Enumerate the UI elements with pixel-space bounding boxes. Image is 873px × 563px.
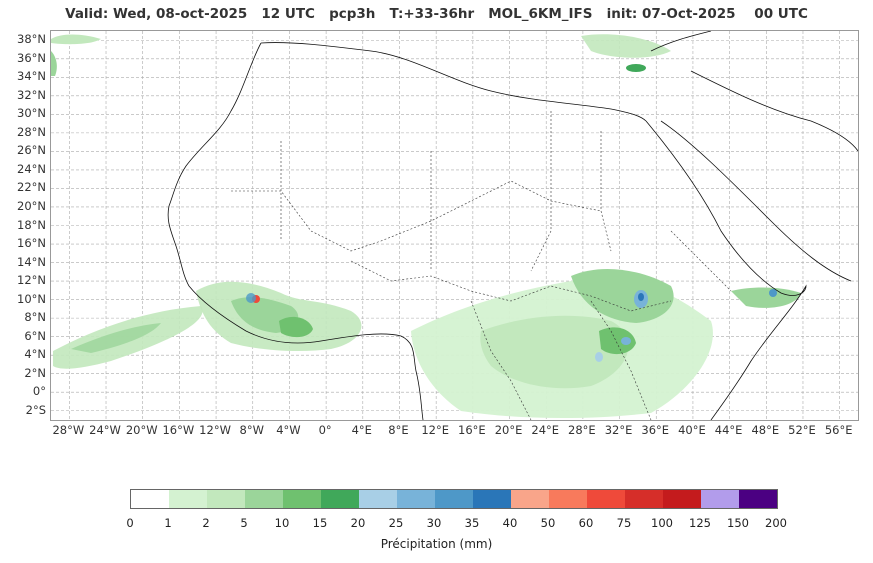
lat-tick-label: 32°N [17,87,46,102]
lon-tick-label: 8°W [239,423,264,437]
colorbar [130,489,778,509]
colorbar-segment [435,490,473,508]
lon-tick-label: 20°E [494,423,523,437]
lat-tick-label: 8°N [24,310,46,325]
lon-tick-label: 28°E [568,423,596,437]
borders [231,111,732,420]
colorbar-tick-label: 15 [312,516,328,530]
lon-tick-label: 40°E [678,423,706,437]
colorbar-segment [321,490,359,508]
lat-tick-label: 34°N [17,69,46,84]
lon-tick-label: 28°W [52,423,85,437]
colorbar-tick-label: 5 [240,516,248,530]
precipitation-fields [51,34,801,419]
colorbar-tick-label: 40 [502,516,518,530]
lat-tick-label: 0° [32,384,46,399]
lat-tick-label: 30°N [17,106,46,121]
lon-tick-label: 32°E [604,423,633,437]
lat-tick-label: 26°N [17,143,46,158]
lon-tick-label: 20°W [125,423,158,437]
lat-tick-label: 38°N [17,32,46,47]
colorbar-segment [663,490,701,508]
colorbar-tick-label: 60 [578,516,594,530]
colorbar-segment [511,490,549,508]
colorbar-tick-label: 30 [426,516,442,530]
colorbar-tick-label: 25 [388,516,404,530]
lon-tick-label: 56°E [824,423,853,437]
lon-tick-label: 36°E [641,423,670,437]
lon-tick-label: 44°E [714,423,743,437]
colorbar-segment [397,490,435,508]
colorbar-segment [245,490,283,508]
colorbar-segment [359,490,397,508]
lon-tick-label: 4°W [276,423,301,437]
graticule [51,31,858,420]
latitude-labels: 38°N 36°N 34°N 32°N 30°N 28°N 26°N 24°N 22°N 20°N… [0,0,46,420]
lon-tick-label: 0° [318,423,332,437]
lat-tick-label: 24°N [17,161,46,176]
lon-tick-label: 12°W [199,423,231,437]
lat-tick-label: 36°N [17,50,46,65]
lon-tick-label: 4°E [351,423,372,437]
colorbar-segment [587,490,625,508]
lat-tick-label: 28°N [17,124,46,139]
lat-tick-label: 18°N [17,217,46,232]
lat-tick-label: 10°N [17,291,46,306]
lon-tick-label: 48°E [751,423,780,437]
lon-tick-label: 24°W [89,423,121,437]
colorbar-segment [131,490,169,508]
lat-tick-label: 14°N [17,254,46,269]
colorbar-tick-label: 2 [202,516,210,530]
map-title: Valid: Wed, 08-oct-2025 12 UTC pcp3h T:+… [65,6,808,22]
lon-tick-label: 24°E [531,423,560,437]
colorbar-tick-label: 75 [616,516,632,530]
lon-tick-label: 52°E [788,423,816,437]
colorbar-tick-label: 100 [651,516,673,530]
colorbar-segment [283,490,321,508]
colorbar-label: Précipitation (mm) [380,537,493,551]
lat-tick-label: 16°N [17,236,46,251]
lat-tick-label: 2°N [24,365,46,380]
colorbar-tick-label: 1 [164,516,172,530]
colorbar-ticks: 0 1 2 5 10 15 20 25 30 35 40 50 60 75 100 125 150 200 [126,516,787,530]
lon-tick-label: 16°W [162,423,195,437]
colorbar-tick-label: 200 [765,516,787,530]
lat-tick-label: 22°N [17,180,46,195]
colorbar-tick-label: 150 [727,516,749,530]
colorbar-tick-label: 125 [689,516,711,530]
lat-tick-label: 4°N [24,347,46,362]
colorbar-tick-label: 20 [350,516,366,530]
lon-tick-label: 16°E [458,423,486,437]
longitude-labels: 28°W 24°W 20°W 16°W 12°W 8°W 4°W 0° 4°E 8°E 12°E 16… [0,423,873,439]
precipitation-map [51,31,858,420]
colorbar-segment [207,490,245,508]
map-area [50,30,859,421]
colorbar-segment [169,490,207,508]
lon-tick-label: 12°E [421,423,449,437]
lat-tick-label: 2°S [25,402,46,417]
lon-tick-label: 8°E [388,423,409,437]
colorbar-segment [549,490,587,508]
colorbar-tick-label: 10 [274,516,290,530]
colorbar-segment [701,490,739,508]
colorbar-tick-label: 35 [464,516,480,530]
coastlines [167,31,858,420]
colorbar-tick-label: 50 [540,516,556,530]
colorbar-segment [739,490,777,508]
colorbar-segment [625,490,663,508]
lat-tick-label: 20°N [17,198,46,213]
colorbar-tick-label: 0 [126,516,134,530]
colorbar-segment [473,490,511,508]
lat-tick-label: 6°N [24,328,46,343]
lat-tick-label: 12°N [17,273,46,288]
